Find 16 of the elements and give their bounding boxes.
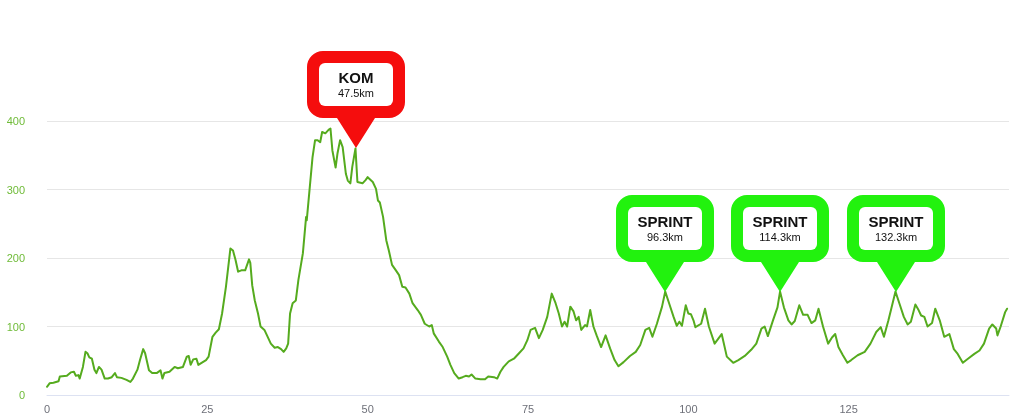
x-tick-label: 25: [201, 402, 214, 415]
y-tick-label: 0: [18, 389, 25, 401]
x-tick-label: 75: [521, 402, 535, 415]
x-tick-label: 100: [679, 402, 698, 415]
y-tick-label: 300: [6, 183, 25, 196]
x-tick-label: 0: [43, 402, 51, 415]
y-tick-label: 400: [6, 115, 25, 127]
annotation: SPRINT 114.3km: [752, 213, 808, 244]
annotation: SPRINT 96.3km: [637, 213, 693, 244]
annotation: SPRINT 132.3km: [868, 213, 924, 244]
x-tick-label: 125: [839, 402, 858, 415]
y-tick-label: 100: [6, 320, 25, 333]
text: KOM 47.5km: [337, 69, 375, 100]
line-series: [46, 127, 1009, 388]
x-tick-label: 50: [361, 402, 374, 415]
y-tick-label: 200: [6, 252, 25, 264]
